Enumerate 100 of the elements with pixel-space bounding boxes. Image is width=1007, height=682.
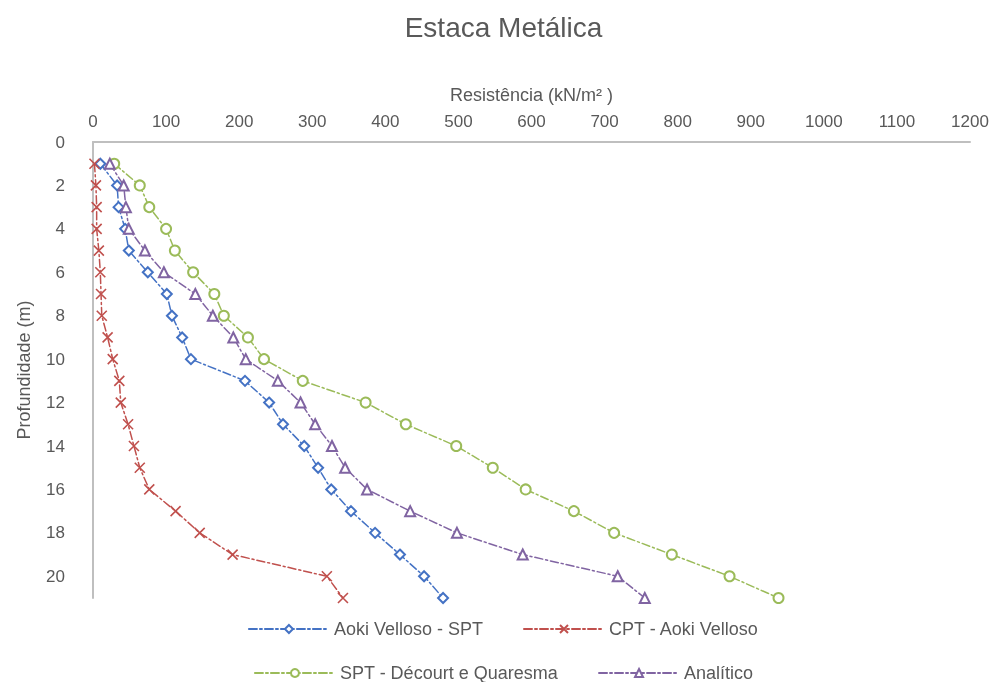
point bbox=[90, 201, 103, 213]
chart-title: Estaca Metálica bbox=[404, 11, 603, 43]
x-tick-label: 900 bbox=[736, 112, 765, 131]
point bbox=[611, 570, 624, 583]
point bbox=[486, 461, 499, 474]
point bbox=[226, 548, 239, 561]
point bbox=[516, 548, 529, 561]
x-tick-label: 800 bbox=[663, 112, 692, 131]
point bbox=[309, 418, 322, 431]
x-tick-label: 1000 bbox=[804, 112, 843, 131]
point bbox=[399, 418, 412, 431]
point bbox=[294, 396, 307, 409]
point bbox=[277, 418, 290, 431]
point bbox=[157, 266, 170, 279]
point bbox=[176, 331, 189, 344]
x-tick-label: 500 bbox=[444, 112, 473, 131]
point bbox=[638, 592, 651, 604]
x-tick-label: 600 bbox=[517, 112, 546, 131]
y-tick-label: 18 bbox=[46, 523, 65, 543]
point bbox=[119, 201, 132, 214]
point bbox=[241, 331, 254, 344]
point bbox=[337, 592, 349, 604]
point bbox=[393, 548, 406, 561]
point bbox=[321, 570, 333, 583]
point bbox=[165, 309, 178, 322]
point bbox=[189, 288, 202, 300]
point bbox=[227, 331, 240, 344]
legend-label: Analítico bbox=[684, 663, 754, 682]
point bbox=[325, 483, 338, 496]
point bbox=[723, 570, 736, 583]
point bbox=[437, 592, 450, 604]
point bbox=[133, 461, 146, 474]
x-tick-label: 100 bbox=[151, 112, 181, 131]
x-tick-label: 1100 bbox=[878, 112, 916, 131]
point bbox=[184, 353, 197, 366]
x-axis-title: Resistência (kN/m² ) bbox=[449, 85, 614, 105]
point bbox=[298, 440, 311, 452]
y-tick-label: 0 bbox=[55, 132, 65, 152]
y-axis-title: Profundidade (m) bbox=[14, 300, 34, 440]
x-tick-label: 1200 bbox=[951, 112, 989, 131]
y-tick-label: 10 bbox=[46, 349, 65, 369]
point bbox=[325, 440, 338, 452]
point bbox=[206, 309, 219, 322]
point bbox=[113, 375, 126, 387]
point bbox=[339, 461, 352, 474]
point bbox=[106, 353, 119, 365]
point bbox=[95, 309, 108, 322]
point bbox=[193, 527, 206, 539]
point bbox=[122, 244, 135, 257]
point bbox=[772, 592, 785, 604]
x-tick-label: 200 bbox=[224, 112, 254, 131]
y-tick-label: 4 bbox=[55, 219, 65, 239]
point bbox=[450, 526, 463, 539]
point bbox=[369, 526, 382, 539]
point bbox=[258, 353, 271, 366]
point bbox=[93, 244, 105, 257]
point bbox=[103, 157, 116, 170]
point bbox=[141, 266, 154, 279]
y-tick-label: 12 bbox=[46, 393, 65, 413]
point bbox=[418, 570, 431, 583]
point bbox=[133, 179, 146, 192]
point bbox=[169, 505, 182, 517]
legend-label: Aoki Velloso - SPT bbox=[333, 619, 484, 639]
point bbox=[143, 483, 156, 496]
point bbox=[160, 222, 173, 235]
point bbox=[117, 179, 130, 192]
point bbox=[296, 374, 309, 387]
point bbox=[101, 331, 114, 344]
point bbox=[665, 548, 678, 561]
point bbox=[359, 396, 372, 409]
point bbox=[94, 266, 107, 279]
x-tick-label: 700 bbox=[590, 112, 619, 131]
point bbox=[344, 505, 357, 518]
point bbox=[138, 244, 151, 257]
point bbox=[128, 440, 140, 452]
point bbox=[208, 288, 221, 300]
point bbox=[160, 288, 173, 300]
x-tick-label: 400 bbox=[371, 112, 400, 131]
legend-label: SPT - Décourt e Quaresma bbox=[339, 663, 559, 682]
point bbox=[90, 223, 103, 235]
point bbox=[95, 288, 107, 300]
point bbox=[143, 201, 156, 214]
y-tick-label: 2 bbox=[55, 175, 65, 195]
point bbox=[239, 353, 252, 366]
point bbox=[519, 483, 532, 496]
point bbox=[114, 396, 127, 409]
point bbox=[361, 483, 374, 496]
point bbox=[404, 505, 417, 518]
point bbox=[271, 374, 284, 387]
point bbox=[90, 179, 102, 192]
y-tick-label: 16 bbox=[46, 479, 65, 499]
point bbox=[263, 396, 276, 409]
point bbox=[608, 526, 621, 539]
point bbox=[567, 505, 580, 518]
y-tick-label: 14 bbox=[46, 436, 65, 456]
point bbox=[450, 440, 463, 452]
point bbox=[168, 244, 181, 257]
point bbox=[187, 266, 200, 279]
y-tick-label: 20 bbox=[46, 566, 65, 586]
legend-label: CPT - Aoki Velloso bbox=[609, 619, 758, 639]
